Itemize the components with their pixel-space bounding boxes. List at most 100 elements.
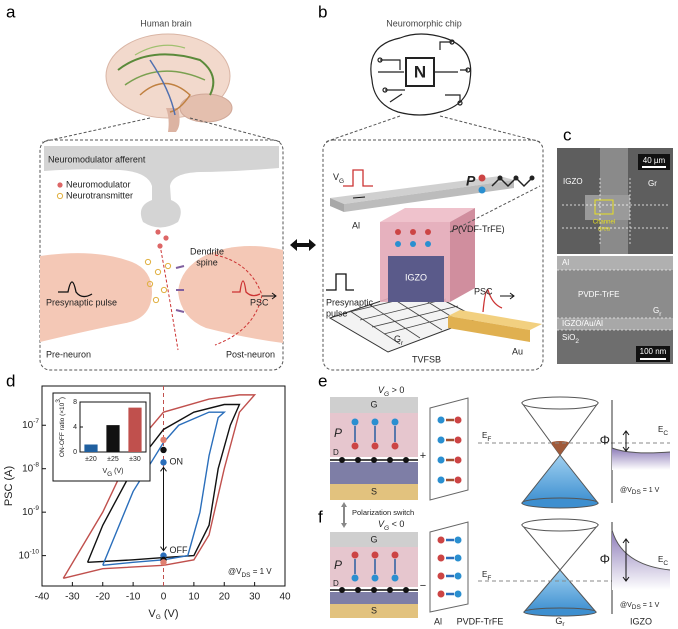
label: Gr bbox=[648, 179, 657, 188]
device-stack-part bbox=[330, 532, 418, 547]
device-stack-part bbox=[351, 442, 359, 450]
sem-image-part bbox=[557, 269, 673, 331]
synapse-illustration-part bbox=[57, 182, 63, 188]
device-stack-part bbox=[371, 574, 379, 582]
device-illustration-part bbox=[478, 174, 486, 182]
device-illustration-part bbox=[410, 229, 416, 235]
label: VG < 0 bbox=[378, 519, 404, 531]
label: G bbox=[370, 399, 377, 409]
panel-label: b bbox=[318, 2, 327, 21]
x-tick-label: 10 bbox=[188, 592, 200, 603]
scale-bar-label: 40 µm bbox=[643, 156, 666, 165]
label: PSC bbox=[250, 297, 269, 307]
zoom-lines-part bbox=[439, 115, 542, 143]
x-axis-title-part: (V) bbox=[112, 468, 123, 475]
device-stack-part bbox=[403, 587, 409, 593]
label: EF bbox=[482, 570, 491, 582]
device-stack-part bbox=[351, 551, 359, 559]
x-tick-label: 40 bbox=[279, 592, 291, 603]
device-stack-part bbox=[330, 592, 418, 604]
device-stack-part bbox=[437, 536, 445, 544]
panel-label: a bbox=[6, 2, 16, 21]
label-part: F bbox=[487, 575, 491, 582]
x-axis-title: VG (V) bbox=[102, 468, 123, 478]
device-stack-part bbox=[523, 607, 597, 617]
x-axis-title-part: G bbox=[156, 614, 161, 621]
zoom-lines-part bbox=[189, 117, 282, 143]
device-stack-part bbox=[339, 457, 345, 463]
label: EC bbox=[658, 425, 668, 437]
brain-illustration-part bbox=[139, 82, 191, 113]
x-tick-label: ±20 bbox=[85, 456, 97, 463]
label: Channel bbox=[593, 220, 615, 226]
x-axis-title-part: V bbox=[102, 468, 107, 475]
zoom-lines-part bbox=[324, 115, 401, 143]
device-stack-part bbox=[437, 436, 445, 444]
device-illustration-part bbox=[326, 273, 354, 291]
brain-illustration-part bbox=[134, 44, 186, 56]
label: P(VDF-TrFE) bbox=[452, 224, 505, 234]
x-tick-label: 30 bbox=[249, 592, 261, 603]
sem-image bbox=[557, 148, 673, 364]
label: area bbox=[598, 227, 611, 233]
device-illustration-part bbox=[450, 208, 475, 302]
y-tick-label-part: -9 bbox=[33, 505, 39, 512]
device-illustration-part bbox=[380, 208, 475, 222]
device-illustration-part bbox=[513, 175, 519, 181]
legend-label: Neuromodulator bbox=[66, 179, 131, 189]
device-stack-part bbox=[454, 436, 462, 444]
synapse-illustration-part bbox=[178, 246, 283, 343]
device-stack-part bbox=[454, 536, 462, 544]
label: Φ bbox=[600, 432, 610, 447]
device-stack-part bbox=[437, 456, 445, 464]
label-part: G bbox=[555, 616, 562, 626]
y-tick-label-part: 10 bbox=[22, 507, 34, 518]
label: @VDS = 1 V bbox=[620, 487, 660, 496]
x-tick-label: -20 bbox=[96, 592, 111, 603]
device-stack-part bbox=[454, 476, 462, 484]
device-stack-part bbox=[387, 457, 393, 463]
y-tick-label: 10-9 bbox=[22, 505, 39, 518]
y-tick-label-part: 10 bbox=[18, 550, 30, 561]
bar bbox=[128, 407, 142, 452]
device-stack-part bbox=[454, 456, 462, 464]
device-illustration-part bbox=[425, 241, 431, 247]
label-part: C bbox=[663, 560, 668, 567]
device-illustration-part bbox=[330, 198, 344, 212]
device-stack-part bbox=[355, 587, 361, 593]
panel-label: c bbox=[563, 125, 572, 144]
synapse-illustration-part bbox=[152, 296, 160, 304]
switch-arrow bbox=[341, 502, 347, 528]
state-marker bbox=[160, 446, 167, 454]
synapse-illustration-part bbox=[56, 192, 64, 200]
synapse-illustration-part bbox=[154, 268, 162, 276]
y-tick-label-part: 10 bbox=[22, 463, 34, 474]
brain-illustration bbox=[105, 33, 233, 132]
y-tick-label-part: -7 bbox=[33, 418, 39, 425]
device-stack bbox=[330, 518, 671, 618]
synapse-illustration-part bbox=[175, 265, 185, 269]
x-tick-label: 0 bbox=[161, 592, 167, 603]
label: Neuromodulator afferent bbox=[48, 154, 146, 164]
x-tick-label: -40 bbox=[35, 592, 50, 603]
device-illustration-part bbox=[343, 169, 373, 187]
device-stack-part bbox=[437, 476, 445, 484]
device-stack-part bbox=[520, 454, 600, 504]
device-stack-part bbox=[437, 572, 445, 580]
label-part: < 0 bbox=[389, 519, 404, 529]
device-stack-part bbox=[371, 442, 379, 450]
label: P bbox=[466, 173, 476, 189]
device-stack-part bbox=[551, 441, 569, 445]
synapse-illustration-part bbox=[232, 280, 261, 297]
x-axis-title-part: (V) bbox=[161, 608, 179, 620]
y-tick-label-part: -8 bbox=[33, 461, 39, 468]
sem-image-part bbox=[557, 318, 673, 330]
label: TVFSB bbox=[412, 354, 441, 364]
chip-icon-part bbox=[378, 41, 468, 103]
device-illustration-part bbox=[497, 175, 503, 181]
label: S bbox=[371, 486, 377, 496]
brain-illustration-part bbox=[117, 53, 215, 96]
y-axis-title: PSC (A) bbox=[3, 466, 15, 506]
label-part: @V bbox=[620, 602, 632, 609]
